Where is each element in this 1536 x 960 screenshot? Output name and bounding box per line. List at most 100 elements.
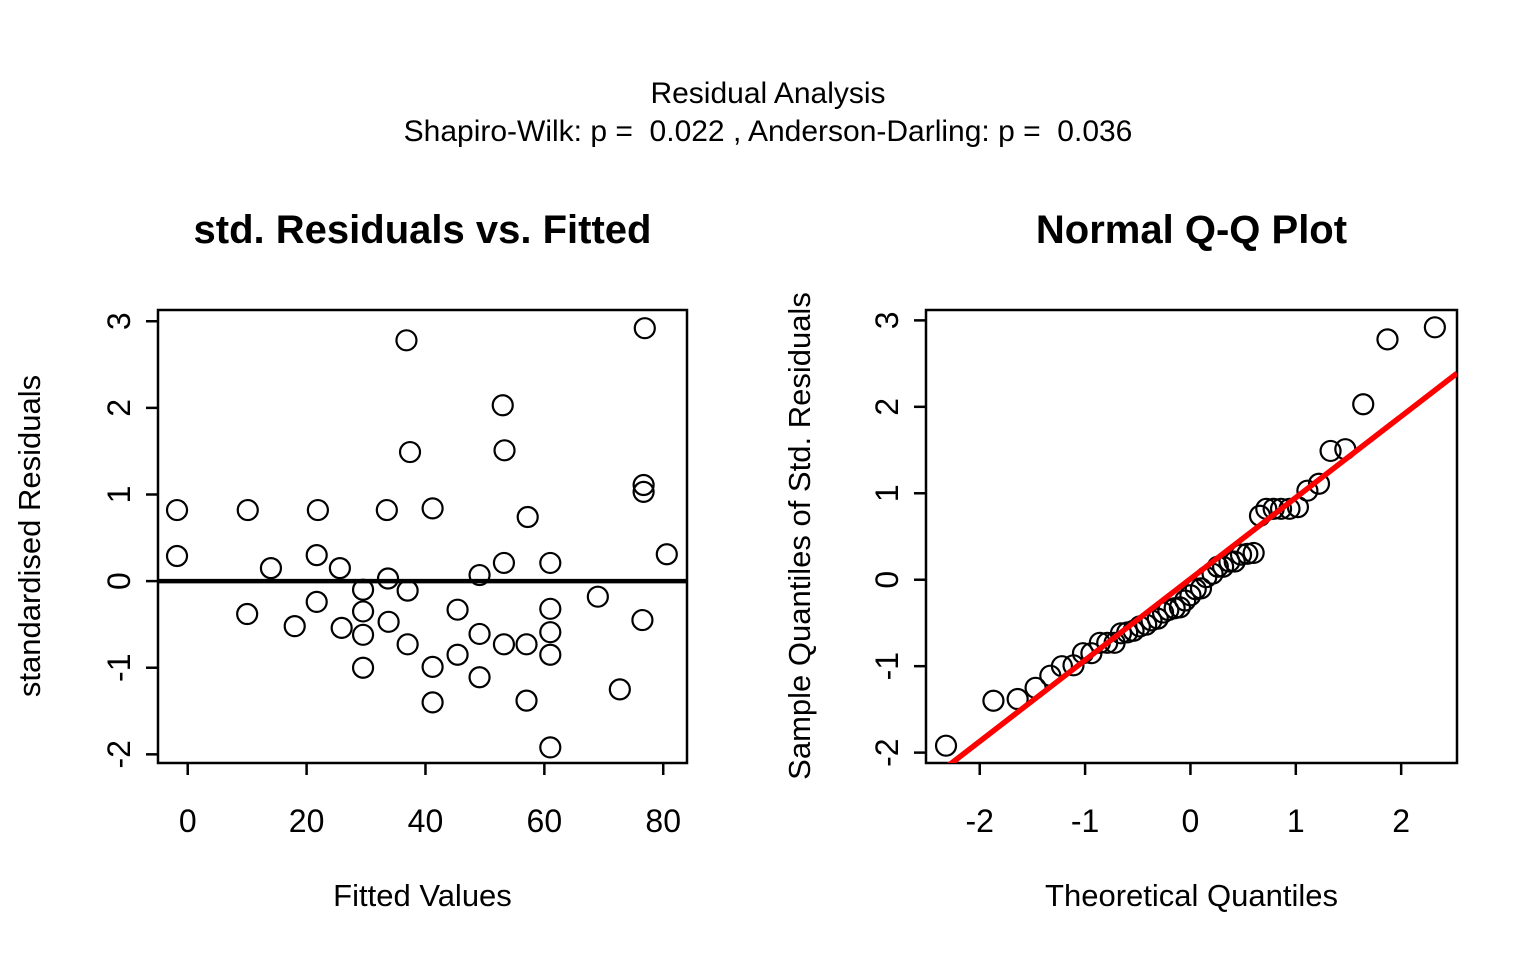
data-point — [632, 473, 655, 497]
data-point — [516, 505, 539, 529]
qq-panel: -2 -1 0 1 2 -2 -1 0 1 2 3 — [869, 308, 1459, 839]
qq-panel-title: Normal Q-Q Plot — [1035, 208, 1348, 252]
data-point — [421, 497, 444, 520]
x-tick-label: -1 — [1071, 803, 1099, 839]
data-point — [1376, 328, 1399, 351]
scatter-points — [165, 317, 678, 759]
data-point — [1223, 550, 1246, 573]
data-point — [515, 689, 538, 712]
data-point — [165, 498, 189, 522]
data-point — [1269, 497, 1293, 520]
data-point — [259, 557, 283, 580]
y-tick-label: 2 — [101, 399, 137, 417]
y-tick-label: 3 — [101, 312, 137, 330]
qq-y-axis-label: Sample Quantiles of Std. Residuals — [782, 292, 817, 780]
y-tick-label: -1 — [101, 653, 137, 681]
data-point — [633, 317, 656, 340]
data-point — [492, 633, 516, 656]
data-point — [1423, 316, 1446, 339]
left-panel-title: std. Residuals vs. Fitted — [193, 208, 652, 252]
y-tick-label: 2 — [869, 398, 905, 416]
data-point — [377, 610, 400, 633]
data-point — [305, 544, 328, 567]
data-point — [1189, 577, 1213, 600]
data-point — [491, 394, 514, 417]
data-point — [306, 498, 329, 522]
left-panel: 0 20 40 60 80 -2 -1 0 1 2 3 — [101, 308, 689, 839]
left-x-axis-label: Fitted Values — [333, 878, 512, 913]
data-point — [539, 621, 562, 644]
y-tick-label: -1 — [869, 652, 905, 680]
data-point — [539, 643, 562, 666]
data-point — [351, 656, 375, 679]
x-tick-label: 2 — [1392, 803, 1410, 839]
data-point — [330, 616, 353, 639]
plot-box — [924, 308, 1459, 765]
data-point — [539, 736, 562, 759]
data-point — [515, 633, 538, 656]
data-point — [1236, 542, 1259, 565]
data-point — [539, 551, 562, 575]
data-point — [398, 440, 422, 464]
x-tick-label: 1 — [1287, 803, 1305, 839]
data-point — [1307, 472, 1331, 495]
data-point — [236, 498, 259, 522]
data-point — [1229, 543, 1253, 566]
x-tick-label: 0 — [1182, 803, 1200, 839]
data-point — [395, 329, 418, 352]
data-point — [421, 691, 444, 714]
x-tick-label: 40 — [408, 803, 444, 839]
x-tick-label: 20 — [289, 803, 325, 839]
x-tick-label: -2 — [966, 803, 994, 839]
data-point — [165, 544, 189, 568]
data-point — [328, 557, 351, 580]
qq-x-axis-label: Theoretical Quantiles — [1045, 878, 1338, 913]
data-point — [493, 439, 516, 462]
y-tick-label: 3 — [869, 311, 905, 329]
data-point — [1242, 541, 1265, 565]
data-point — [468, 666, 491, 689]
data-point — [539, 597, 562, 620]
data-point — [1109, 622, 1133, 645]
data-point — [632, 480, 655, 503]
y-tick-label: -2 — [101, 740, 137, 768]
data-point — [375, 498, 398, 522]
data-point — [982, 689, 1005, 712]
data-point — [1296, 479, 1319, 502]
y-tick-label: -2 — [869, 738, 905, 766]
x-tick-label: 60 — [527, 803, 563, 839]
qq-reference-line — [947, 371, 1457, 763]
data-point — [351, 600, 375, 623]
data-point — [351, 623, 375, 646]
data-point — [421, 655, 444, 678]
left-y-axis-label: standardised Residuals — [12, 374, 47, 698]
data-point — [655, 543, 678, 566]
data-point — [446, 643, 469, 666]
data-point — [305, 590, 328, 613]
x-tick-label: 80 — [645, 803, 681, 839]
data-point — [236, 602, 259, 626]
y-tick-label: 0 — [869, 571, 905, 589]
data-point — [396, 579, 419, 602]
x-tick-label: 0 — [179, 803, 197, 839]
data-point — [631, 608, 654, 632]
data-point — [1319, 439, 1342, 463]
data-point — [586, 585, 609, 608]
data-point — [608, 678, 631, 701]
data-point — [1352, 393, 1375, 416]
plot-box — [156, 308, 689, 765]
data-point — [934, 734, 958, 757]
data-point — [468, 563, 491, 587]
data-point — [396, 633, 419, 656]
y-tick-label: 1 — [869, 484, 905, 502]
scatter-points — [934, 316, 1446, 757]
data-point — [492, 551, 516, 575]
data-point — [283, 615, 306, 638]
y-tick-label: 1 — [101, 486, 137, 504]
y-tick-label: 0 — [101, 572, 137, 590]
data-point — [446, 598, 469, 621]
data-point — [468, 622, 491, 646]
subtitle: Shapiro-Wilk: p = 0.022 , Anderson-Darli… — [403, 115, 1133, 148]
main-title: Residual Analysis — [650, 77, 886, 110]
